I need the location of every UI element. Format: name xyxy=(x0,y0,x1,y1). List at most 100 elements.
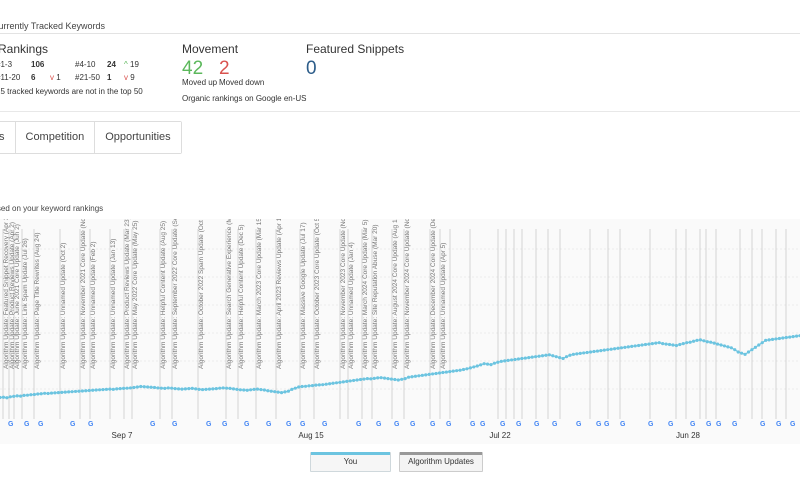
data-point xyxy=(310,384,315,388)
data-point xyxy=(582,351,586,355)
data-point xyxy=(25,393,30,397)
divider xyxy=(0,111,800,112)
google-g-icon: G xyxy=(790,421,796,428)
data-point xyxy=(73,389,78,394)
data-point xyxy=(60,390,64,394)
tab-partial[interactable]: s xyxy=(0,122,16,153)
data-point xyxy=(352,378,356,383)
data-point xyxy=(163,386,167,390)
data-point xyxy=(575,352,579,356)
arrow-down-icon: v xyxy=(124,73,128,82)
data-point xyxy=(139,384,143,389)
rank-value-4-10: 24 xyxy=(107,60,116,69)
x-tick-label: Aug 15 xyxy=(298,431,324,440)
data-point xyxy=(455,369,459,373)
google-g-icon: G xyxy=(500,421,506,428)
data-point xyxy=(612,347,617,351)
data-point xyxy=(43,391,47,395)
x-tick-label: Jul 22 xyxy=(489,431,511,440)
data-point xyxy=(794,334,799,338)
data-point xyxy=(537,354,541,358)
data-point xyxy=(197,387,201,391)
algorithm-update-label: Algorithm Update: November 2021 Core Upd… xyxy=(80,219,87,369)
data-point xyxy=(235,387,239,391)
data-point xyxy=(657,341,661,345)
data-point xyxy=(362,377,366,381)
data-point xyxy=(22,393,26,397)
data-point xyxy=(331,381,335,385)
data-point xyxy=(190,386,194,390)
data-point xyxy=(70,390,74,394)
algorithm-update-label: Algorithm Update: Search Generative Expe… xyxy=(226,219,233,369)
tab-competition[interactable]: Competition xyxy=(15,122,96,153)
google-g-icon: G xyxy=(732,421,738,428)
data-point xyxy=(599,349,603,353)
data-point xyxy=(183,387,188,391)
google-g-icon: G xyxy=(480,421,486,428)
data-point xyxy=(661,342,665,346)
data-point xyxy=(475,364,479,368)
data-point xyxy=(681,342,685,346)
data-point xyxy=(767,338,771,342)
data-point xyxy=(774,337,778,341)
data-point xyxy=(372,376,376,380)
data-point xyxy=(726,345,730,349)
rank-change-11-20: v 1 xyxy=(50,73,61,82)
google-g-icon: G xyxy=(604,421,610,428)
data-point xyxy=(314,383,318,387)
data-point xyxy=(259,387,263,392)
data-point xyxy=(29,393,33,397)
data-point xyxy=(503,359,507,363)
data-point xyxy=(118,387,122,391)
rank-change-value: 9 xyxy=(130,73,135,82)
data-point xyxy=(506,358,510,362)
algorithm-update-label: Algorithm Update: October 2022 Spam Upda… xyxy=(198,219,205,369)
data-point xyxy=(444,370,448,374)
data-point xyxy=(200,387,205,392)
algorithm-update-label: Algorithm Update: Unnamed Update (Feb 2) xyxy=(90,241,97,369)
data-point xyxy=(558,356,562,360)
data-point xyxy=(32,392,36,397)
algorithm-update-label: Algorithm Update: September 2022 Core Up… xyxy=(172,219,179,369)
data-point xyxy=(91,388,95,392)
data-point xyxy=(431,372,435,376)
google-g-icon: G xyxy=(70,421,76,428)
x-tick-label: Sep 7 xyxy=(112,431,133,440)
data-point xyxy=(218,386,222,390)
data-point xyxy=(437,371,442,375)
google-g-icon: G xyxy=(446,421,452,428)
data-point xyxy=(585,350,589,355)
rank-change-value: 19 xyxy=(130,60,139,69)
data-point xyxy=(640,343,644,347)
data-point xyxy=(654,341,658,345)
data-point xyxy=(365,377,369,381)
legend-algorithm-updates-button[interactable]: Algorithm Updates xyxy=(399,452,483,472)
section-header-title: Currently Tracked Keywords xyxy=(0,21,106,31)
data-point xyxy=(286,389,291,393)
data-point xyxy=(753,345,757,349)
data-point xyxy=(245,388,249,392)
google-g-icon: G xyxy=(410,421,416,428)
google-g-icon: G xyxy=(620,421,626,428)
data-point xyxy=(719,343,723,347)
algorithm-update-label: Algorithm Update: June 2021 Core Update … xyxy=(14,224,21,369)
data-point xyxy=(413,374,418,378)
rank-label-21-50: #21-50 xyxy=(75,73,100,82)
legend-you-button[interactable]: You xyxy=(310,452,391,472)
data-point xyxy=(317,383,321,387)
data-point xyxy=(784,335,788,340)
data-point xyxy=(643,342,648,347)
data-point xyxy=(396,378,400,382)
tab-opportunities[interactable]: Opportunities xyxy=(95,122,181,153)
data-point xyxy=(602,348,606,352)
algorithm-update-label: Algorithm Update: Product Reviews Update… xyxy=(9,222,16,369)
data-point xyxy=(791,335,795,339)
google-g-icon: G xyxy=(172,421,178,428)
data-point xyxy=(496,360,500,364)
data-point xyxy=(729,346,733,350)
data-point xyxy=(764,338,768,342)
featured-snippets-value: 0 xyxy=(306,58,317,79)
google-g-icon: G xyxy=(222,421,228,428)
data-point xyxy=(616,346,620,350)
google-g-icon: G xyxy=(300,421,306,428)
